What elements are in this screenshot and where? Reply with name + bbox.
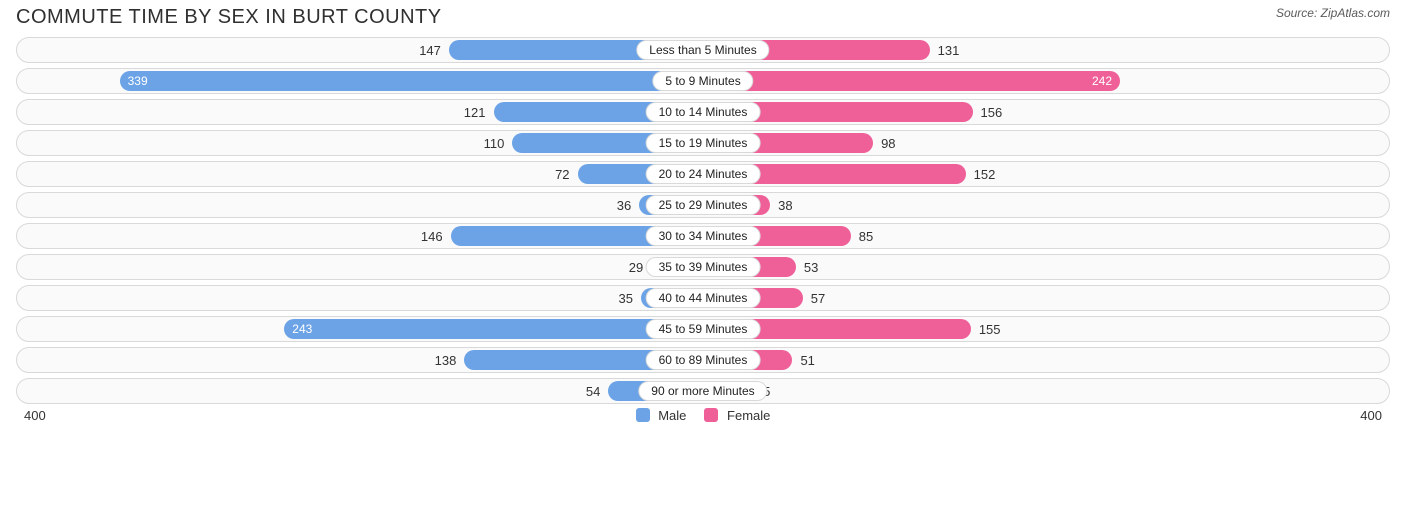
chart-row: 35 57 40 to 44 Minutes	[16, 285, 1390, 311]
legend-label-male: Male	[658, 408, 686, 423]
category-label: 25 to 29 Minutes	[646, 195, 761, 215]
female-value-label: 53	[798, 260, 824, 275]
male-value-label: 35	[613, 291, 639, 306]
legend: Male Female	[84, 408, 1322, 423]
legend-swatch-female	[704, 408, 718, 422]
chart-row: 138 51 60 to 89 Minutes	[16, 347, 1390, 373]
female-value-label: 98	[875, 136, 901, 151]
legend-item-male: Male	[636, 408, 687, 423]
male-value-label: 243	[284, 322, 320, 336]
female-value-label: 152	[968, 167, 1002, 182]
male-half: 29	[17, 255, 703, 279]
male-bar: 243	[284, 319, 701, 339]
chart-title: COMMUTE TIME BY SEX IN BURT COUNTY	[16, 6, 442, 29]
female-half: 155	[703, 317, 1389, 341]
female-half: 98	[703, 131, 1389, 155]
male-half: 36	[17, 193, 703, 217]
male-half: 138	[17, 348, 703, 372]
category-label: 60 to 89 Minutes	[646, 350, 761, 370]
axis-max-right: 400	[1322, 408, 1382, 423]
header: COMMUTE TIME BY SEX IN BURT COUNTY Sourc…	[10, 6, 1396, 37]
male-value-label: 339	[120, 74, 156, 88]
male-value-label: 138	[429, 353, 463, 368]
category-label: 40 to 44 Minutes	[646, 288, 761, 308]
chart-row: 147 131 Less than 5 Minutes	[16, 37, 1390, 63]
male-half: 110	[17, 131, 703, 155]
source-attribution: Source: ZipAtlas.com	[1276, 6, 1390, 20]
category-label: Less than 5 Minutes	[636, 40, 769, 60]
female-value-label: 156	[975, 105, 1009, 120]
category-label: 35 to 39 Minutes	[646, 257, 761, 277]
legend-swatch-male	[636, 408, 650, 422]
category-label: 90 or more Minutes	[638, 381, 767, 401]
female-half: 156	[703, 100, 1389, 124]
category-label: 30 to 34 Minutes	[646, 226, 761, 246]
female-half: 53	[703, 255, 1389, 279]
chart-row: 243 155 45 to 59 Minutes	[16, 316, 1390, 342]
legend-item-female: Female	[704, 408, 770, 423]
female-half: 57	[703, 286, 1389, 310]
male-half: 54	[17, 379, 703, 403]
category-label: 45 to 59 Minutes	[646, 319, 761, 339]
chart-footer: 400 Male Female 400	[10, 404, 1396, 423]
male-value-label: 54	[580, 384, 606, 399]
male-value-label: 147	[413, 43, 447, 58]
male-value-label: 146	[415, 229, 449, 244]
female-half: 85	[703, 224, 1389, 248]
male-half: 243	[17, 317, 703, 341]
chart-row: 339 242 5 to 9 Minutes	[16, 68, 1390, 94]
female-value-label: 57	[805, 291, 831, 306]
male-half: 72	[17, 162, 703, 186]
chart-row: 54 2590 or more Minutes	[16, 378, 1390, 404]
female-half: 38	[703, 193, 1389, 217]
chart-row: 121 156 10 to 14 Minutes	[16, 99, 1390, 125]
chart-row: 36 38 25 to 29 Minutes	[16, 192, 1390, 218]
male-half: 147	[17, 38, 703, 62]
male-half: 121	[17, 100, 703, 124]
female-value-label: 38	[772, 198, 798, 213]
female-value-label: 155	[973, 322, 1007, 337]
chart-row: 72 152 20 to 24 Minutes	[16, 161, 1390, 187]
chart-container: COMMUTE TIME BY SEX IN BURT COUNTY Sourc…	[0, 0, 1406, 429]
female-bar: 242	[705, 71, 1120, 91]
female-half: 152	[703, 162, 1389, 186]
category-label: 10 to 14 Minutes	[646, 102, 761, 122]
female-value-label: 242	[1084, 74, 1120, 88]
category-label: 5 to 9 Minutes	[652, 71, 753, 91]
male-value-label: 110	[478, 136, 511, 151]
male-half: 339	[17, 69, 703, 93]
male-value-label: 121	[458, 105, 492, 120]
female-value-label: 131	[932, 43, 966, 58]
male-value-label: 72	[549, 167, 575, 182]
category-label: 20 to 24 Minutes	[646, 164, 761, 184]
chart-rows: 147 131 Less than 5 Minutes 339 242 5 to 9 Mi…	[10, 37, 1396, 404]
female-half: 25	[703, 379, 1389, 403]
category-label: 15 to 19 Minutes	[646, 133, 761, 153]
legend-label-female: Female	[727, 408, 770, 423]
male-half: 146	[17, 224, 703, 248]
female-value-label: 51	[794, 353, 820, 368]
chart-row: 29 53 35 to 39 Minutes	[16, 254, 1390, 280]
female-value-label: 85	[853, 229, 879, 244]
male-bar: 339	[120, 71, 701, 91]
axis-max-left: 400	[24, 408, 84, 423]
female-half: 131	[703, 38, 1389, 62]
male-half: 35	[17, 286, 703, 310]
male-value-label: 36	[611, 198, 637, 213]
chart-row: 110 98 15 to 19 Minutes	[16, 130, 1390, 156]
chart-row: 146 85 30 to 34 Minutes	[16, 223, 1390, 249]
female-half: 242	[703, 69, 1389, 93]
female-half: 51	[703, 348, 1389, 372]
